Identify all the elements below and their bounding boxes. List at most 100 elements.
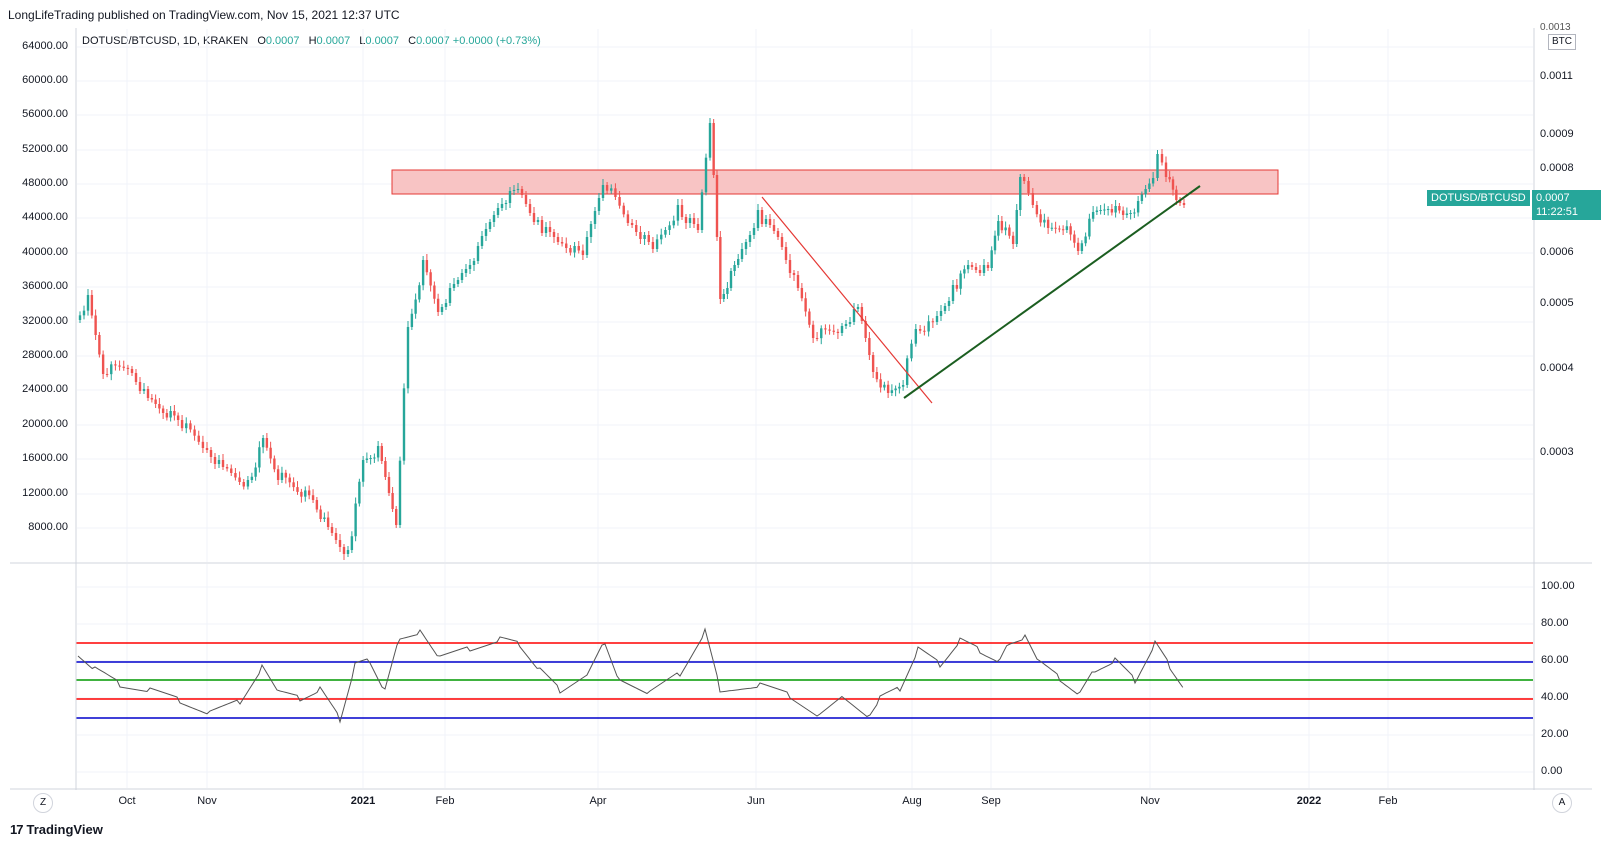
candle-body	[165, 413, 169, 418]
candle-body	[1054, 227, 1057, 229]
candle-body	[414, 299, 417, 314]
close-value: 0.0007	[416, 35, 450, 47]
resistance-zone[interactable]	[391, 169, 1279, 195]
candle-body	[1103, 209, 1106, 211]
candle-body	[879, 379, 882, 388]
candle-body	[373, 457, 376, 459]
time-axis-tick: 2022	[1296, 795, 1322, 807]
candle-body	[234, 473, 237, 478]
candle-body	[480, 236, 484, 246]
candle-body	[959, 273, 962, 289]
candle-body	[974, 267, 978, 270]
candle-body	[169, 411, 172, 418]
candle-body	[185, 423, 188, 429]
candle-body	[130, 369, 134, 373]
candle-body	[1080, 243, 1084, 251]
candle-body	[918, 329, 922, 331]
tradingview-logo[interactable]: 17 TradingView	[10, 822, 103, 837]
candle-body	[500, 204, 504, 208]
candle-body	[760, 210, 764, 224]
candle-body	[496, 208, 500, 215]
candle-body	[708, 123, 712, 158]
candle-body	[189, 423, 192, 430]
candle-body	[221, 460, 225, 467]
candle-body	[955, 285, 959, 289]
candle-body	[800, 288, 804, 299]
candle-body	[540, 220, 544, 233]
candle-body	[197, 435, 200, 442]
candle-body	[1000, 221, 1004, 231]
candle-body	[581, 250, 585, 255]
candle-body	[824, 328, 827, 330]
candle-body	[292, 482, 295, 488]
candle-body	[748, 235, 752, 242]
candle-body	[1114, 206, 1117, 213]
candle-body	[931, 321, 935, 323]
candle-body	[354, 503, 357, 537]
low-value: 0.0007	[365, 35, 400, 47]
rsi-axis-tick: 0.00	[1541, 765, 1563, 777]
candle-body	[387, 477, 391, 493]
time-axis-tick: Oct	[118, 795, 136, 807]
candle-body	[338, 540, 342, 547]
candle-body	[429, 272, 432, 286]
rsi-axis-tick: 80.00	[1541, 617, 1569, 629]
candle-body	[516, 189, 520, 190]
candle-body	[1076, 242, 1080, 251]
candle-body	[1106, 209, 1110, 210]
candle-body	[871, 355, 875, 372]
candle-body	[668, 225, 671, 230]
candle-body	[1160, 154, 1164, 163]
candle-body	[304, 490, 307, 497]
auto-scale-z-button[interactable]: Z	[33, 793, 53, 813]
candle-body	[1008, 227, 1011, 236]
candle-body	[569, 248, 572, 253]
candle-body	[1073, 234, 1076, 243]
candle-body	[868, 338, 871, 355]
candle-body	[1110, 209, 1114, 213]
low-label: L	[359, 35, 366, 47]
candle-body	[910, 343, 913, 359]
candle-body	[193, 429, 196, 436]
candle-body	[796, 275, 800, 288]
candle-body	[138, 382, 142, 391]
candle-body	[323, 517, 326, 519]
candle-body	[205, 448, 209, 450]
candle-body	[1027, 181, 1030, 193]
time-axis-tick: Apr	[589, 795, 607, 807]
currency-badge[interactable]: BTC	[1548, 34, 1576, 50]
candle-body	[997, 221, 1000, 236]
candle-body	[1144, 189, 1147, 195]
candle-body	[573, 246, 576, 253]
candle-body	[1168, 177, 1171, 180]
candle-body	[276, 469, 280, 480]
auto-scale-a-button[interactable]: A	[1552, 793, 1572, 813]
open-label: O	[257, 35, 266, 47]
candle-body	[273, 458, 276, 470]
descending-trendline[interactable]	[761, 196, 933, 404]
ascending-trendline[interactable]	[903, 185, 1201, 399]
candle-body	[504, 203, 508, 204]
candle-body	[150, 398, 154, 400]
candle-body	[395, 509, 398, 525]
candle-body	[780, 237, 784, 247]
candle-body	[947, 301, 951, 306]
left-axis-tick: 60000.00	[22, 74, 68, 86]
candle-body	[614, 188, 617, 197]
candle-body	[512, 190, 516, 191]
candle-body	[811, 324, 815, 338]
candle-body	[840, 326, 844, 333]
candle-body	[258, 447, 261, 468]
candle-body	[832, 330, 835, 332]
right-axis-tick: 0.0003	[1540, 446, 1574, 458]
candle-body	[436, 298, 440, 312]
candle-body	[201, 441, 205, 448]
candle-body	[261, 438, 265, 448]
candle-body	[384, 461, 387, 477]
candle-body	[647, 235, 650, 242]
candle-body	[452, 284, 456, 288]
candle-body	[784, 247, 788, 260]
candle-body	[660, 234, 663, 240]
candle-body	[90, 295, 94, 316]
